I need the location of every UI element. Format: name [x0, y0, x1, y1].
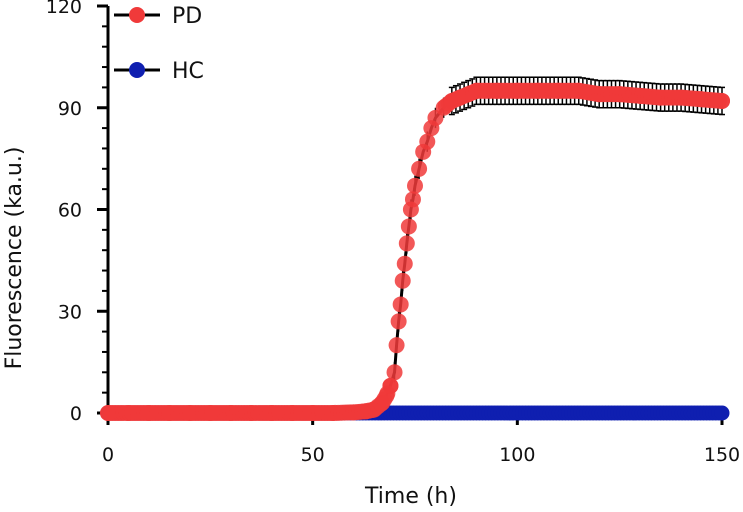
- pd-data-point: [382, 377, 399, 394]
- error-bars: [393, 76, 725, 383]
- pd-fit-line: [108, 89, 723, 415]
- pd-data-point: [388, 337, 405, 354]
- pd-data-point: [407, 177, 423, 194]
- pd-data-point: [392, 296, 409, 313]
- legend-label-hc: HC: [172, 59, 204, 84]
- y-tick-label: 30: [58, 301, 82, 323]
- x-axis-label: Time (h): [364, 484, 457, 509]
- legend-label-pd: PD: [172, 4, 202, 29]
- y-axis-label: Fluorescence (ka.u.): [2, 147, 27, 370]
- pd-data-point: [400, 218, 417, 235]
- legend-marker-hc: [129, 62, 145, 78]
- legend: PD HC: [114, 4, 204, 84]
- legend-marker-pd: [129, 7, 145, 23]
- pd-data-point: [404, 191, 421, 208]
- pd-data-point: [396, 255, 413, 272]
- hc-data-point: [714, 405, 730, 421]
- pd-data-point: [419, 133, 436, 150]
- pd-data-point: [411, 160, 428, 177]
- x-tick-label: 150: [704, 444, 740, 466]
- pd-data-point: [714, 92, 730, 109]
- x-tick-label: 0: [102, 444, 114, 466]
- pd-data-point: [398, 235, 415, 252]
- data-points: [100, 82, 730, 421]
- pd-data-point: [390, 313, 407, 330]
- pd-data-point: [394, 272, 411, 289]
- y-tick-label: 90: [58, 98, 82, 120]
- y-tick-label: 60: [58, 200, 82, 222]
- y-tick-label: 120: [46, 0, 82, 18]
- axis-labels: Time (h) Fluorescence (ka.u.): [2, 147, 457, 509]
- y-tick-label: 0: [70, 403, 82, 425]
- pd-data-point: [386, 364, 403, 381]
- x-tick-label: 50: [301, 444, 325, 466]
- x-tick-label: 100: [499, 444, 535, 466]
- fit-lines: [108, 89, 723, 415]
